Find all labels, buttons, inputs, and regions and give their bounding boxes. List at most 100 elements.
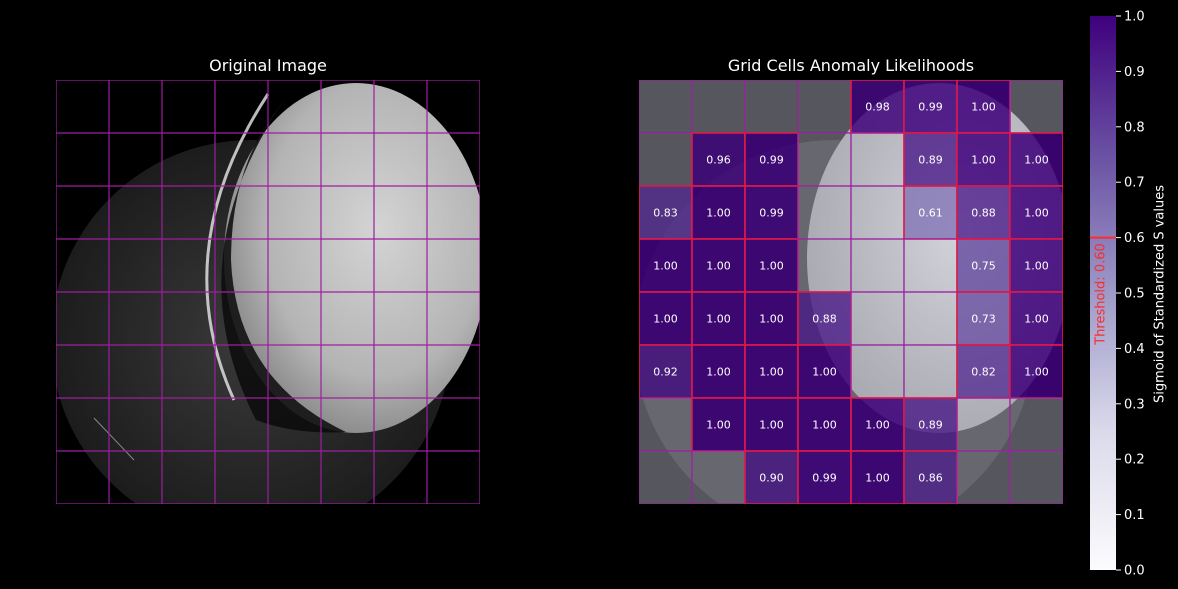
heatmap-cell-label: 1.00: [706, 207, 731, 220]
colorbar-tick-label: 0.0: [1124, 564, 1145, 579]
heatmap-cell: [1009, 397, 1063, 452]
grid-overlay: [56, 80, 480, 504]
heatmap-cell: [903, 238, 958, 293]
heatmap-cell-label: 1.00: [1024, 260, 1049, 273]
heatmap-cell: [744, 185, 799, 240]
colorbar-tick-label: 0.2: [1124, 453, 1145, 468]
heatmap-cell-label: 1.00: [971, 154, 996, 167]
colorbar-tick-label: 0.5: [1124, 287, 1145, 302]
heatmap-cell-label: 1.00: [1024, 313, 1049, 326]
heatmap-cell: [850, 450, 905, 504]
colorbar-tick-label: 0.6: [1124, 231, 1145, 246]
heatmap-cell: [850, 132, 905, 187]
heatmap-cell-label: 0.82: [971, 366, 996, 379]
heatmap-cell: [691, 80, 746, 134]
heatmap-cell-label: 1.00: [1024, 366, 1049, 379]
heatmap-cell-label: 1.00: [706, 260, 731, 273]
heatmap-cell-label: 1.00: [759, 366, 784, 379]
colorbar-tick-label: 0.8: [1124, 120, 1145, 135]
heatmap-cell: [691, 291, 746, 346]
heatmap-cell-label: 1.00: [812, 419, 837, 432]
heatmap-cell-label: 0.86: [918, 472, 943, 485]
heatmap-cell: [903, 397, 958, 452]
heatmap-cell: [691, 450, 746, 504]
heatmap-cell: [691, 238, 746, 293]
heatmap-cell-label: 0.99: [759, 207, 784, 220]
heatmap-cell: [850, 344, 905, 399]
heatmap-cell: [639, 238, 693, 293]
heatmap-cell: [850, 238, 905, 293]
heatmap-cell: [903, 291, 958, 346]
heatmap-cell-label: 0.83: [653, 207, 678, 220]
heatmap-cell: [850, 291, 905, 346]
heatmap-cell-label: 0.99: [759, 154, 784, 167]
colorbar: 0.0 0.1 0.2 0.3 0.4 0.5 0.6 0.7 0.8 0.9 1.0: [1090, 10, 1145, 579]
heatmap-cell: [1009, 450, 1063, 504]
heatmap-cell: [1009, 238, 1063, 293]
heatmap-cell-label: 1.00: [971, 101, 996, 114]
heatmap-cell: [956, 80, 1011, 134]
heatmap-cell: [639, 80, 693, 134]
heatmap-cell: [797, 185, 852, 240]
heatmap-cell-label: 1.00: [706, 313, 731, 326]
original-image-title: Original Image: [209, 56, 327, 75]
heatmap-cell: [903, 132, 958, 187]
heatmap-cell-label: 0.88: [971, 207, 996, 220]
heatmap-cell-label: 0.92: [653, 366, 678, 379]
heatmap-cell: [744, 80, 799, 134]
heatmap-cell-label: 1.00: [812, 366, 837, 379]
heatmap-cell: [797, 132, 852, 187]
heatmap-cell-label: 1.00: [865, 419, 890, 432]
heatmap-cell-label: 0.88: [812, 313, 837, 326]
heatmap-cell: [639, 397, 693, 452]
heatmap-cell: [797, 80, 852, 134]
heatmap-cell: [691, 132, 746, 187]
heatmap-cell-label: 0.89: [918, 154, 943, 167]
heatmap-cell-label: 1.00: [706, 419, 731, 432]
heatmap-cell-label: 0.90: [759, 472, 784, 485]
colorbar-tick-label: 0.9: [1124, 65, 1145, 80]
heatmap-cell-label: 0.99: [918, 101, 943, 114]
colorbar-tick-label: 1.0: [1124, 10, 1145, 25]
colorbar-label: Sigmoid of Standardized S values: [1152, 184, 1168, 404]
heatmap-cell-label: 0.99: [812, 472, 837, 485]
heatmap-cell-label: 0.61: [918, 207, 943, 220]
heatmap-cell: [797, 450, 852, 504]
heatmap-cell: [639, 132, 693, 187]
colorbar-tick-label: 0.4: [1124, 342, 1145, 357]
colorbar-tick-label: 0.7: [1124, 176, 1145, 191]
anomaly-heatmap: 0.98 0.99 1.00 0.96 0.99 0.89 1.00 1.00 0.83 1.00…: [639, 80, 1063, 504]
heatmap-cell: [956, 397, 1011, 452]
original-image: [56, 80, 480, 504]
heatmap-cell-label: 0.96: [706, 154, 731, 167]
heatmap-cell-label: 0.73: [971, 313, 996, 326]
heatmap-cell-label: 1.00: [1024, 207, 1049, 220]
heatmap-cell: [850, 397, 905, 452]
heatmap-cell-label: 1.00: [1024, 154, 1049, 167]
heatmap-cell: [1009, 132, 1063, 187]
colorbar-gradient: [1090, 16, 1116, 570]
heatmap-cell-label: 0.98: [865, 101, 890, 114]
heatmap-cell: [639, 291, 693, 346]
heatmap-cell-label: 1.00: [706, 366, 731, 379]
heatmap-cell-label: 1.00: [653, 260, 678, 273]
heatmap-cell-label: 1.00: [759, 260, 784, 273]
heatmap-cell: [850, 80, 905, 134]
heatmap-cell-label: 1.00: [759, 419, 784, 432]
heatmap-cell: [691, 185, 746, 240]
heatmap-cell: [956, 185, 1011, 240]
heatmap-cell-label: 1.00: [759, 313, 784, 326]
heatmap-cell-label: 1.00: [865, 472, 890, 485]
heatmap-cell: [797, 238, 852, 293]
heatmap-cell-label: 1.00: [653, 313, 678, 326]
heatmap-cell: [956, 450, 1011, 504]
heatmap-cell-label: 0.89: [918, 419, 943, 432]
heatmap-cell: [1009, 185, 1063, 240]
heatmap-cell-label: 0.75: [971, 260, 996, 273]
heatmap-cell: [903, 344, 958, 399]
heatmap-cell: [639, 344, 693, 399]
threshold-label: Threshold: 0.60: [1093, 243, 1109, 345]
colorbar-tick-label: 0.3: [1124, 397, 1145, 412]
heatmap-cell: [639, 450, 693, 504]
heatmap-cell: [744, 397, 799, 452]
